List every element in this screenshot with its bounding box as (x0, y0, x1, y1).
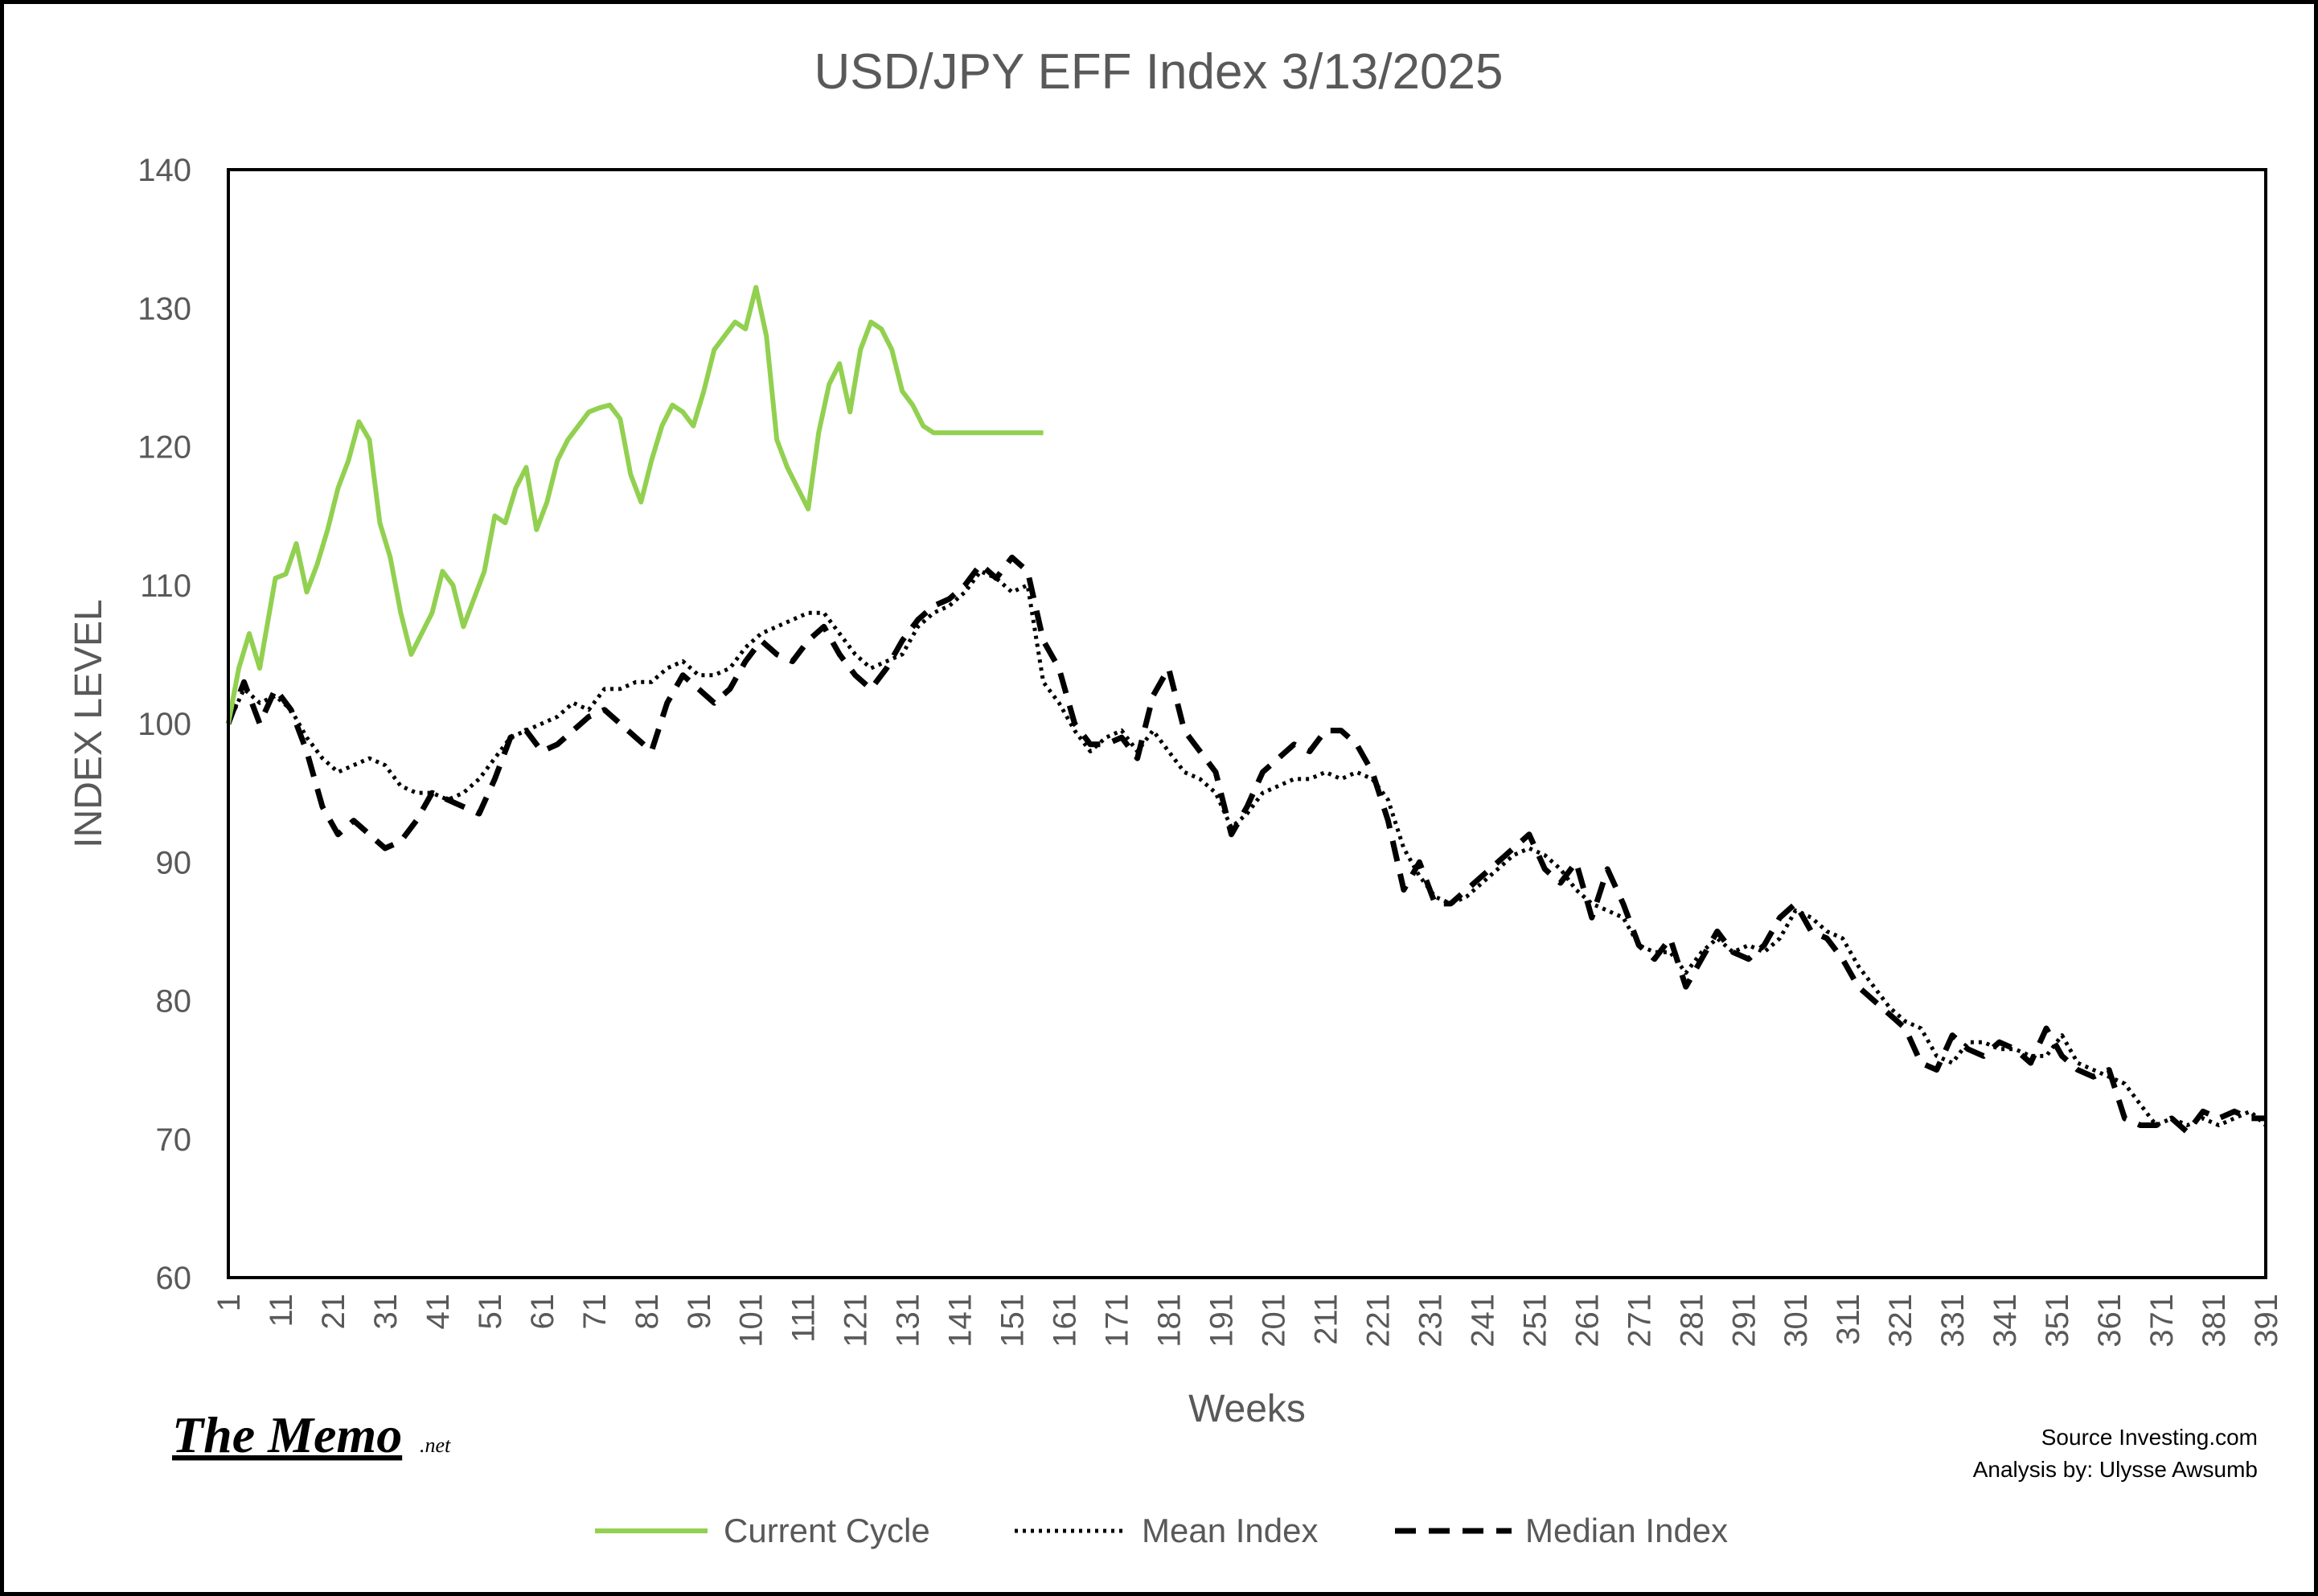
x-tick-label: 31 (368, 1294, 404, 1330)
x-tick-label: 91 (682, 1294, 717, 1330)
chart-title: USD/JPY EFF Index 3/13/2025 (814, 44, 1504, 100)
x-tick-label: 301 (1779, 1294, 1814, 1348)
x-tick-label: 71 (577, 1294, 613, 1330)
x-tick-label: 351 (2040, 1294, 2075, 1348)
y-tick-label: 140 (137, 153, 191, 188)
plot-area-border (227, 168, 2267, 1279)
x-tick-label: 111 (786, 1294, 822, 1343)
x-axis-label: Weeks (1188, 1388, 1306, 1430)
x-tick-label: 341 (1988, 1294, 2023, 1348)
x-tick-label: 211 (1308, 1294, 1344, 1345)
x-tick-label: 61 (525, 1294, 560, 1330)
y-tick-label: 90 (156, 845, 192, 880)
x-tick-label: 1 (211, 1294, 247, 1311)
x-tick-label: 181 (1152, 1294, 1188, 1348)
x-tick-label: 331 (1935, 1294, 1971, 1348)
series-line-current-cycle (226, 285, 1044, 724)
x-tick-label: 271 (1622, 1294, 1657, 1348)
y-axis-ticks: 60 70 80 90 100 110 120 130 140 (137, 153, 191, 1296)
source-note: Source Investing.com (2041, 1425, 2258, 1450)
plot-series (225, 285, 2267, 1135)
logo-text: The Memo (172, 1406, 402, 1463)
x-tick-label: 131 (891, 1294, 926, 1348)
y-tick-label: 100 (137, 707, 191, 742)
x-tick-label: 251 (1517, 1294, 1553, 1348)
x-tick-label: 221 (1360, 1294, 1396, 1348)
x-tick-label: 241 (1465, 1294, 1500, 1348)
series-line-median-index (225, 554, 2266, 1135)
legend-label-current-cycle: Current Cycle (724, 1512, 930, 1549)
x-tick-label: 161 (1048, 1294, 1083, 1348)
x-tick-label: 281 (1674, 1294, 1709, 1348)
y-tick-label: 130 (137, 291, 191, 326)
x-tick-label: 151 (995, 1294, 1031, 1348)
logo: The Memo .net (172, 1406, 451, 1463)
x-tick-label: 231 (1413, 1294, 1448, 1348)
x-tick-label: 361 (2092, 1294, 2127, 1348)
x-tick-label: 261 (1569, 1294, 1605, 1348)
y-axis-label: INDEX LEVEL (68, 599, 110, 847)
x-tick-label: 391 (2249, 1294, 2284, 1348)
x-axis-ticks: 1 11 21 31 41 51 61 71 81 91 101 111 121 131 141 151 161… (211, 1294, 2284, 1348)
x-tick-label: 381 (2197, 1294, 2232, 1348)
x-tick-label: 41 (421, 1294, 456, 1330)
y-tick-label: 120 (137, 430, 191, 466)
x-tick-label: 121 (839, 1294, 874, 1348)
y-tick-label: 110 (140, 568, 191, 604)
x-tick-label: 51 (473, 1294, 508, 1330)
logo-suffix: .net (420, 1434, 451, 1457)
legend-label-median-index: Median Index (1525, 1512, 1728, 1549)
y-tick-label: 80 (156, 984, 192, 1020)
x-tick-label: 11 (264, 1294, 299, 1327)
x-tick-label: 201 (1256, 1294, 1291, 1348)
x-tick-label: 311 (1831, 1294, 1866, 1345)
legend: Current Cycle Mean Index Median Index (595, 1512, 1728, 1549)
y-tick-label: 60 (156, 1261, 192, 1296)
legend-label-mean-index: Mean Index (1142, 1512, 1318, 1549)
analysis-credit: Analysis by: Ulysse Awsumb (1973, 1457, 2258, 1482)
x-tick-label: 291 (1726, 1294, 1762, 1348)
y-tick-label: 70 (156, 1122, 192, 1158)
x-tick-label: 191 (1204, 1294, 1240, 1348)
x-tick-label: 81 (630, 1294, 665, 1330)
x-tick-label: 371 (2144, 1294, 2180, 1348)
x-tick-label: 101 (734, 1294, 769, 1348)
x-tick-label: 21 (316, 1294, 351, 1330)
x-tick-label: 141 (943, 1294, 978, 1348)
x-tick-label: 321 (1883, 1294, 1918, 1348)
series-line-mean-index (226, 569, 2267, 1127)
x-tick-label: 171 (1100, 1294, 1135, 1348)
